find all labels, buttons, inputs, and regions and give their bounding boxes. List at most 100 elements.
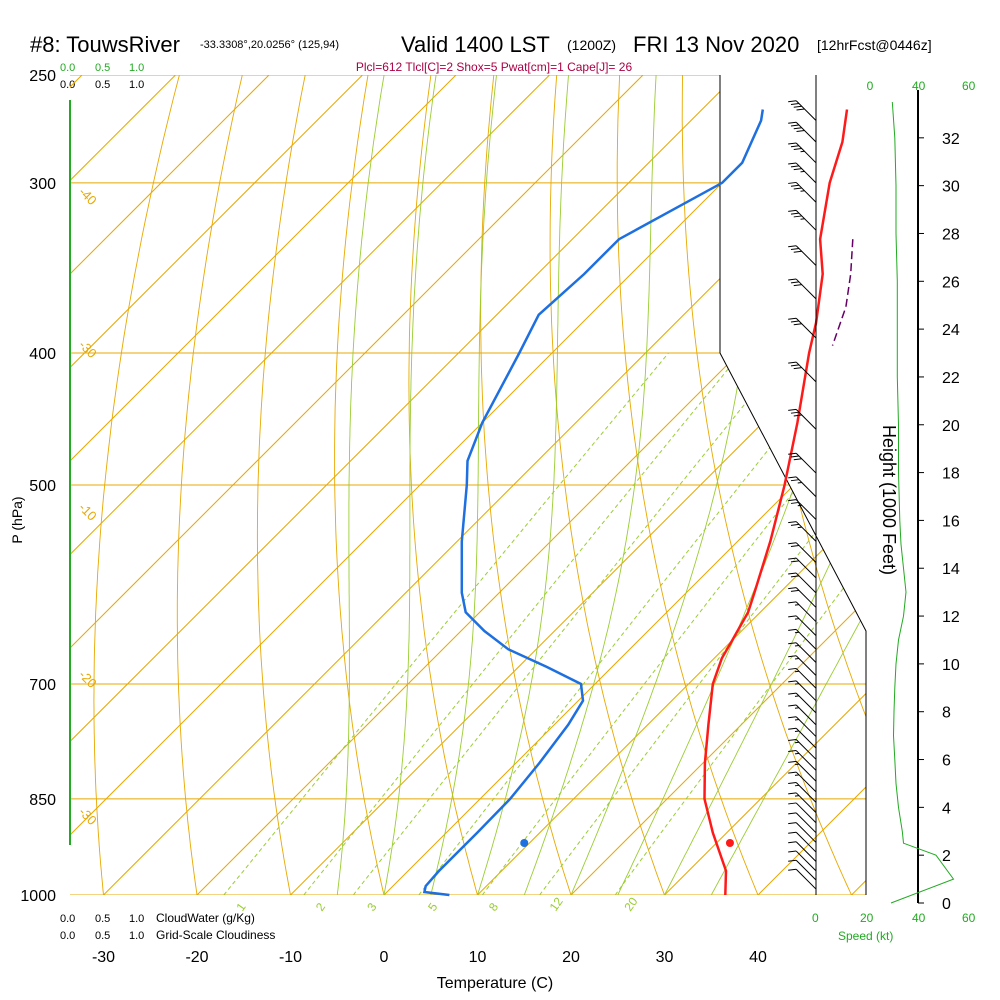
utc-time: (1200Z) <box>567 37 616 53</box>
barb-flag <box>793 105 802 108</box>
dewpoint-trace <box>422 109 765 897</box>
cloudiness-tick: 0.5 <box>95 930 110 942</box>
cloudwater-tick: 0.0 <box>60 913 75 925</box>
wind-barb <box>788 792 817 813</box>
barb-staff <box>795 521 817 542</box>
barb-staff <box>795 615 817 636</box>
surface-dewpoint-marker <box>520 839 529 847</box>
dry-adiabat-line <box>256 75 306 895</box>
barb-flag <box>788 476 797 479</box>
wind-barb <box>788 680 817 702</box>
barb-flag <box>788 802 797 805</box>
barb-staff <box>795 761 817 782</box>
plot-boundary <box>719 75 867 895</box>
isotherm-line <box>196 225 866 895</box>
wind-barb <box>788 245 817 266</box>
speed-tick: 0 <box>812 911 819 925</box>
barb-flag <box>788 642 797 645</box>
barb-staff <box>795 822 817 843</box>
barb-flag <box>790 102 800 105</box>
barb-staff <box>795 162 817 184</box>
barb-flag <box>788 841 797 844</box>
isotherm-line <box>70 75 270 275</box>
wind-barb <box>788 361 817 383</box>
barb-staff <box>795 642 817 663</box>
temperature-tick-label: 40 <box>749 949 767 966</box>
barb-flag <box>788 542 797 545</box>
barb-staff <box>795 859 817 881</box>
barb-flag <box>794 631 800 634</box>
height-tick-label: 6 <box>942 753 951 770</box>
barb-flag <box>788 615 797 618</box>
pressure-tick-label: 300 <box>29 176 56 193</box>
isotherm-label: -40 <box>76 184 100 208</box>
barb-staff <box>795 587 817 608</box>
barb-flag <box>793 187 802 190</box>
barb-flag <box>793 250 802 253</box>
barb-flag <box>790 165 800 168</box>
temperature-tick-label: 10 <box>469 949 487 966</box>
grid-layer: -40-30-10-20-300102030123581220 <box>70 51 1000 914</box>
isotherm-line <box>70 75 737 743</box>
isotherm-line <box>664 692 866 895</box>
height-tick-label: 30 <box>942 179 960 196</box>
barb-staff <box>795 121 817 143</box>
cloudiness-label: Grid-Scale Cloudiness <box>156 928 275 942</box>
parcel-trace <box>831 239 854 346</box>
height-tick-label: 2 <box>942 848 951 865</box>
barb-staff <box>795 452 817 474</box>
height-tick-label: 14 <box>942 561 960 578</box>
barb-flag <box>788 716 797 719</box>
barb-flag <box>790 247 800 250</box>
cloudiness-tick: 0.0 <box>60 79 75 91</box>
barb-flag <box>788 181 797 184</box>
barb-staff <box>795 601 817 623</box>
barb-flag <box>788 408 797 411</box>
mixing-ratio-label: 12 <box>547 894 566 913</box>
forecast-run: [12hrFcst@0446z] <box>817 37 932 53</box>
isotherm-label: -20 <box>76 667 100 691</box>
cloudwater-tick: 0.0 <box>60 62 75 74</box>
barb-flag <box>794 774 800 776</box>
barb-staff <box>795 476 817 498</box>
barb-flag <box>800 150 805 153</box>
wind-barb <box>788 642 817 663</box>
wind-barb <box>788 822 817 843</box>
barb-flag <box>794 730 800 733</box>
dry-adiabat-line <box>549 75 665 895</box>
isotherm-line <box>477 505 866 895</box>
barb-flag <box>788 750 797 753</box>
height-tick-label: 20 <box>942 418 960 435</box>
barb-flag <box>788 727 797 730</box>
speed-tick: 40 <box>912 911 926 925</box>
wind-barb <box>788 121 817 143</box>
isotherm-line <box>70 75 831 836</box>
barb-flag <box>788 587 797 590</box>
barb-staff <box>795 100 817 121</box>
wind-barb <box>788 278 817 300</box>
barb-flag <box>790 281 800 284</box>
wind-barb <box>788 628 817 650</box>
barb-staff <box>795 739 817 760</box>
wind-barb <box>788 868 817 890</box>
barb-flag <box>790 575 800 578</box>
mixing-ratio-label: 2 <box>313 900 328 914</box>
barb-staff <box>795 750 817 771</box>
wind-barb <box>788 802 817 824</box>
y-axis-title: P (hPa) <box>9 496 25 543</box>
barb-flag <box>794 784 800 787</box>
barb-flag <box>797 481 802 484</box>
moist-adiabat-line <box>430 75 497 895</box>
wind-barb <box>788 859 817 881</box>
barb-flag <box>794 719 800 721</box>
wind-barb <box>788 750 817 771</box>
wind-barb <box>788 209 817 231</box>
barb-staff <box>795 868 817 890</box>
barb-flag <box>800 218 805 220</box>
mixing-ratio-label: 5 <box>425 900 440 914</box>
cloudwater-tick: 1.0 <box>129 913 144 925</box>
mixing-ratio-label: 8 <box>486 900 501 914</box>
barb-flag <box>797 504 802 507</box>
dry-adiabat-line <box>994 51 1000 895</box>
surface-temperature-marker <box>725 839 734 847</box>
